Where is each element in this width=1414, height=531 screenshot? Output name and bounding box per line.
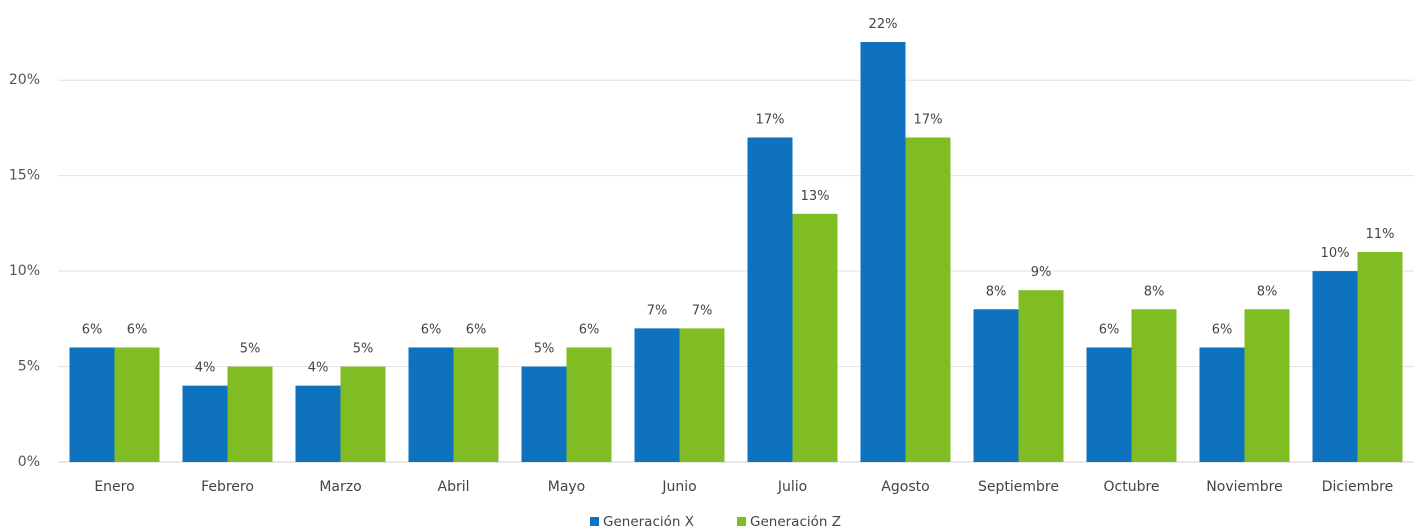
bar-generacion-z	[792, 213, 838, 462]
bar-generacion-z	[905, 137, 951, 462]
bar-generacion-z	[1244, 309, 1290, 462]
legend-swatch	[737, 517, 746, 526]
x-category-label: Diciembre	[1322, 479, 1393, 495]
bar-generacion-x	[182, 385, 228, 462]
bar-generacion-x	[1312, 271, 1358, 462]
y-tick-label: 10%	[9, 263, 40, 279]
bar-generacion-z	[1018, 290, 1064, 462]
bar-generacion-x	[521, 366, 567, 462]
x-category-label: Julio	[777, 479, 807, 495]
bar-generacion-z	[340, 366, 386, 462]
data-label: 11%	[1366, 227, 1395, 242]
legend-swatch	[590, 517, 599, 526]
data-label: 6%	[127, 322, 148, 337]
x-category-label: Abril	[438, 479, 470, 495]
y-tick-label: 20%	[9, 72, 40, 88]
data-label: 6%	[1099, 322, 1120, 337]
legend-label: Generación X	[603, 514, 694, 530]
bars	[69, 42, 1403, 463]
x-category-label: Febrero	[201, 479, 254, 495]
data-label: 7%	[647, 303, 668, 318]
data-label: 5%	[353, 342, 374, 357]
data-label: 17%	[914, 112, 943, 127]
data-label: 6%	[466, 322, 487, 337]
x-category-label: Mayo	[548, 479, 586, 495]
bar-generacion-x	[1199, 347, 1245, 462]
y-tick-label: 15%	[9, 168, 40, 184]
legend-label: Generación Z	[750, 514, 841, 530]
data-labels: 6% 6% 4% 5% 4% 5% 6% 6% 5% 6% 7% 7% 17% 13% 22% 17% 8% 9%…	[82, 17, 1395, 376]
bar-generacion-x	[634, 328, 680, 462]
x-category-label: Septiembre	[978, 479, 1059, 495]
data-label: 6%	[82, 322, 103, 337]
y-tick-label: 5%	[18, 359, 40, 375]
x-category-label: Marzo	[319, 479, 361, 495]
data-label: 9%	[1031, 265, 1052, 280]
data-label: 8%	[1257, 284, 1278, 299]
bar-generacion-z	[679, 328, 725, 462]
bar-generacion-x	[408, 347, 454, 462]
data-label: 8%	[1144, 284, 1165, 299]
data-label: 5%	[534, 342, 555, 357]
data-label: 10%	[1321, 246, 1350, 261]
data-label: 17%	[756, 112, 785, 127]
data-label: 5%	[240, 342, 261, 357]
bar-generacion-z	[227, 366, 273, 462]
data-label: 4%	[308, 361, 329, 376]
data-label: 7%	[692, 303, 713, 318]
x-category-label: Agosto	[881, 479, 929, 495]
data-label: 8%	[986, 284, 1007, 299]
x-category-label: Noviembre	[1206, 479, 1282, 495]
legend: Generación X Generación Z	[590, 514, 841, 530]
data-label: 4%	[195, 361, 216, 376]
data-label: 13%	[801, 189, 830, 204]
bar-generacion-z	[453, 347, 499, 462]
x-axis-categories: Enero Febrero Marzo Abril Mayo Junio Julio Agos…	[94, 479, 1393, 495]
bar-generacion-x	[747, 137, 793, 462]
bar-generacion-x	[69, 347, 115, 462]
data-label: 6%	[421, 322, 442, 337]
data-label: 22%	[869, 17, 898, 32]
data-label: 6%	[579, 322, 600, 337]
x-category-label: Enero	[94, 479, 134, 495]
grid-lines	[58, 79, 1414, 463]
bar-generacion-z	[1131, 309, 1177, 462]
bar-generacion-x	[1086, 347, 1132, 462]
bar-generacion-z	[1357, 252, 1403, 462]
bar-generacion-z	[114, 347, 160, 462]
bar-generacion-x	[295, 385, 341, 462]
y-tick-label: 0%	[18, 454, 40, 470]
x-category-label: Junio	[661, 479, 696, 495]
data-label: 6%	[1212, 322, 1233, 337]
x-category-label: Octubre	[1103, 479, 1159, 495]
bar-generacion-z	[566, 347, 612, 462]
bar-generacion-x	[860, 42, 906, 463]
y-axis-ticks: 0% 5% 10% 15% 20%	[9, 72, 40, 470]
bar-generacion-x	[973, 309, 1019, 462]
